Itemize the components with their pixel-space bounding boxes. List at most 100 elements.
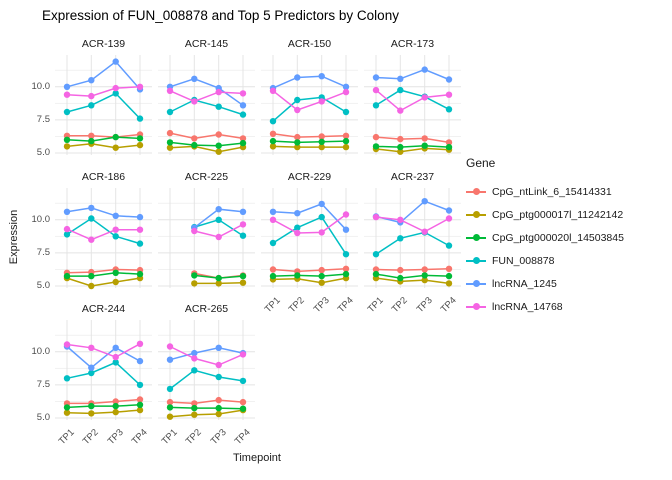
data-point bbox=[191, 280, 198, 287]
series-line bbox=[375, 231, 450, 255]
data-point bbox=[318, 73, 325, 80]
data-point bbox=[421, 135, 428, 142]
data-point bbox=[191, 411, 198, 418]
data-point bbox=[215, 148, 222, 155]
data-point bbox=[445, 76, 453, 83]
legend-title: Gene bbox=[466, 156, 496, 170]
data-point bbox=[191, 227, 198, 235]
data-point bbox=[294, 139, 301, 146]
data-point bbox=[215, 274, 222, 282]
data-point bbox=[239, 377, 247, 385]
data-point bbox=[136, 401, 144, 408]
data-point bbox=[166, 108, 174, 116]
facet-strip-label: ACR-150 bbox=[287, 38, 332, 50]
legend-label: FUN_008878 bbox=[492, 254, 555, 267]
data-point bbox=[294, 272, 301, 279]
data-point bbox=[215, 404, 222, 412]
legend-label: CpG_ptg000017l_11242142 bbox=[492, 208, 624, 221]
data-point bbox=[239, 221, 247, 228]
series-line bbox=[272, 145, 347, 148]
data-point bbox=[372, 213, 380, 221]
data-point bbox=[372, 251, 380, 258]
data-point bbox=[318, 266, 325, 274]
data-point bbox=[63, 143, 71, 150]
data-point bbox=[136, 381, 144, 389]
data-point bbox=[294, 229, 301, 237]
facet-panel bbox=[55, 188, 152, 290]
data-point bbox=[397, 75, 404, 82]
data-point bbox=[136, 396, 144, 403]
data-point bbox=[88, 137, 95, 145]
data-point bbox=[166, 87, 174, 94]
facet-panel bbox=[364, 55, 461, 155]
data-point bbox=[215, 233, 222, 241]
data-point bbox=[136, 240, 144, 247]
series-line bbox=[169, 369, 244, 390]
data-point bbox=[215, 142, 222, 149]
x-tick-label: TP1 bbox=[159, 427, 180, 448]
legend-entry: FUN_008878 bbox=[466, 249, 624, 272]
data-point bbox=[88, 344, 95, 351]
series-line bbox=[272, 277, 347, 284]
data-point bbox=[342, 226, 350, 233]
legend-key-icon bbox=[466, 277, 486, 291]
data-point bbox=[445, 265, 453, 272]
facet-strip-label: ACR-173 bbox=[390, 38, 435, 50]
data-point bbox=[318, 200, 325, 208]
data-point bbox=[88, 102, 95, 109]
data-point bbox=[63, 136, 71, 143]
data-point bbox=[166, 398, 174, 406]
legend-entry: lncRNA_14768 bbox=[466, 295, 624, 318]
series-line bbox=[66, 345, 141, 369]
data-point bbox=[318, 213, 325, 221]
data-point bbox=[191, 367, 198, 374]
data-point bbox=[269, 208, 277, 215]
facet-strip-label: ACR-186 bbox=[81, 171, 126, 183]
legend-entry: lncRNA_1245 bbox=[466, 272, 624, 295]
data-point bbox=[342, 270, 350, 278]
series-line bbox=[375, 89, 450, 111]
data-point bbox=[269, 216, 277, 223]
y-tick-label: 5.0 bbox=[36, 412, 50, 423]
data-point bbox=[63, 91, 71, 98]
data-point bbox=[239, 398, 247, 406]
data-point bbox=[397, 216, 404, 223]
data-point bbox=[88, 364, 95, 371]
facet-strip-label: ACR-244 bbox=[81, 303, 126, 315]
data-point bbox=[269, 118, 277, 125]
data-point bbox=[136, 406, 144, 414]
data-point bbox=[269, 130, 277, 137]
data-point bbox=[63, 272, 71, 280]
series-line bbox=[272, 273, 347, 277]
data-point bbox=[112, 233, 119, 240]
legend-entries: CpG_ntLink_6_15414331 CpG_ptg000017l_1124… bbox=[466, 180, 624, 318]
series-line bbox=[66, 133, 141, 138]
data-point bbox=[63, 108, 71, 116]
series-line bbox=[66, 136, 141, 142]
series-line bbox=[66, 268, 141, 274]
data-point bbox=[63, 208, 71, 215]
data-point bbox=[445, 242, 453, 249]
data-point bbox=[136, 226, 144, 233]
data-point bbox=[397, 266, 404, 274]
series-line bbox=[169, 347, 244, 361]
series-line bbox=[66, 228, 141, 241]
data-point bbox=[215, 216, 222, 223]
data-point bbox=[445, 91, 453, 98]
legend-entry: CpG_ntLink_6_15414331 bbox=[466, 180, 624, 203]
series-line bbox=[272, 213, 347, 234]
data-point bbox=[88, 410, 95, 417]
data-point bbox=[342, 211, 350, 218]
series-line bbox=[66, 207, 141, 218]
data-point bbox=[269, 239, 277, 247]
series-line bbox=[66, 409, 141, 415]
data-point bbox=[63, 225, 71, 233]
data-point bbox=[215, 88, 222, 96]
data-point bbox=[112, 278, 119, 286]
data-point bbox=[191, 75, 198, 82]
x-tick-label: TP2 bbox=[286, 295, 308, 316]
data-point bbox=[136, 213, 144, 221]
facet-strip-label: ACR-229 bbox=[287, 171, 332, 183]
data-point bbox=[63, 404, 71, 411]
